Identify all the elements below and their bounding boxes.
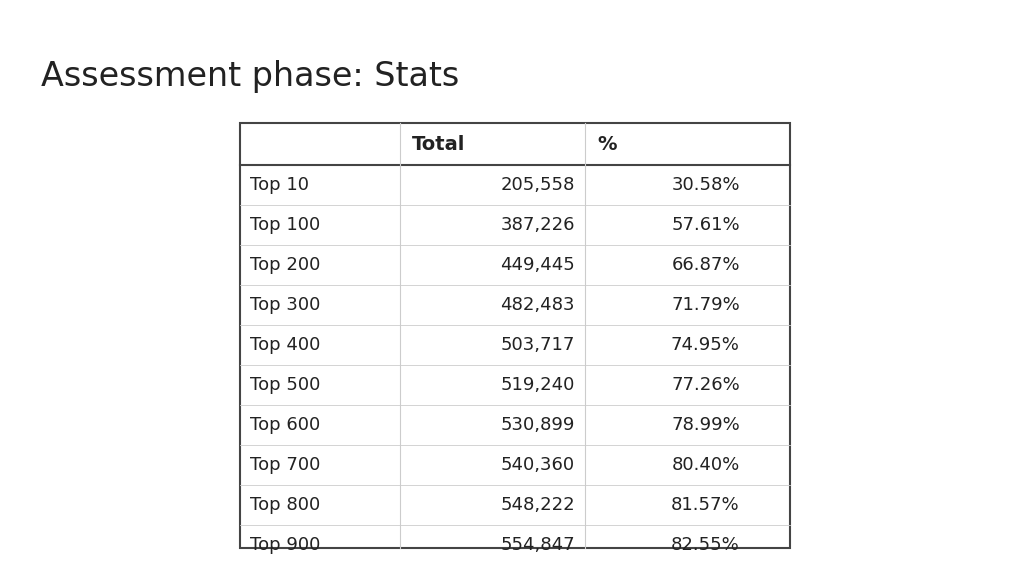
- Text: 78.99%: 78.99%: [671, 416, 739, 434]
- Text: 205,558: 205,558: [501, 176, 574, 194]
- Text: 77.26%: 77.26%: [671, 376, 739, 394]
- Text: 540,360: 540,360: [501, 456, 574, 474]
- Text: 66.87%: 66.87%: [672, 256, 739, 274]
- Text: 554,847: 554,847: [500, 536, 574, 554]
- Text: %: %: [597, 135, 616, 153]
- Text: 548,222: 548,222: [500, 496, 574, 514]
- Text: Top 200: Top 200: [250, 256, 321, 274]
- Text: 519,240: 519,240: [501, 376, 574, 394]
- Text: 482,483: 482,483: [501, 296, 574, 314]
- Text: Top 600: Top 600: [250, 416, 321, 434]
- Text: Top 10: Top 10: [250, 176, 309, 194]
- Text: 387,226: 387,226: [501, 216, 574, 234]
- Text: 449,445: 449,445: [500, 256, 574, 274]
- Text: 503,717: 503,717: [501, 336, 574, 354]
- Text: 80.40%: 80.40%: [672, 456, 739, 474]
- Text: Assessment phase: Stats: Assessment phase: Stats: [41, 60, 459, 93]
- Text: Top 500: Top 500: [250, 376, 321, 394]
- Text: Top 800: Top 800: [250, 496, 321, 514]
- Text: Total: Total: [413, 135, 466, 153]
- Text: Top 900: Top 900: [250, 536, 321, 554]
- Text: 81.57%: 81.57%: [671, 496, 739, 514]
- Text: Top 100: Top 100: [250, 216, 321, 234]
- Text: 57.61%: 57.61%: [671, 216, 739, 234]
- Text: 71.79%: 71.79%: [671, 296, 739, 314]
- Text: 82.55%: 82.55%: [671, 536, 739, 554]
- Text: 30.58%: 30.58%: [672, 176, 739, 194]
- Text: Top 700: Top 700: [250, 456, 321, 474]
- Text: Top 300: Top 300: [250, 296, 321, 314]
- Text: 74.95%: 74.95%: [671, 336, 739, 354]
- Text: Top 400: Top 400: [250, 336, 321, 354]
- Text: 530,899: 530,899: [501, 416, 574, 434]
